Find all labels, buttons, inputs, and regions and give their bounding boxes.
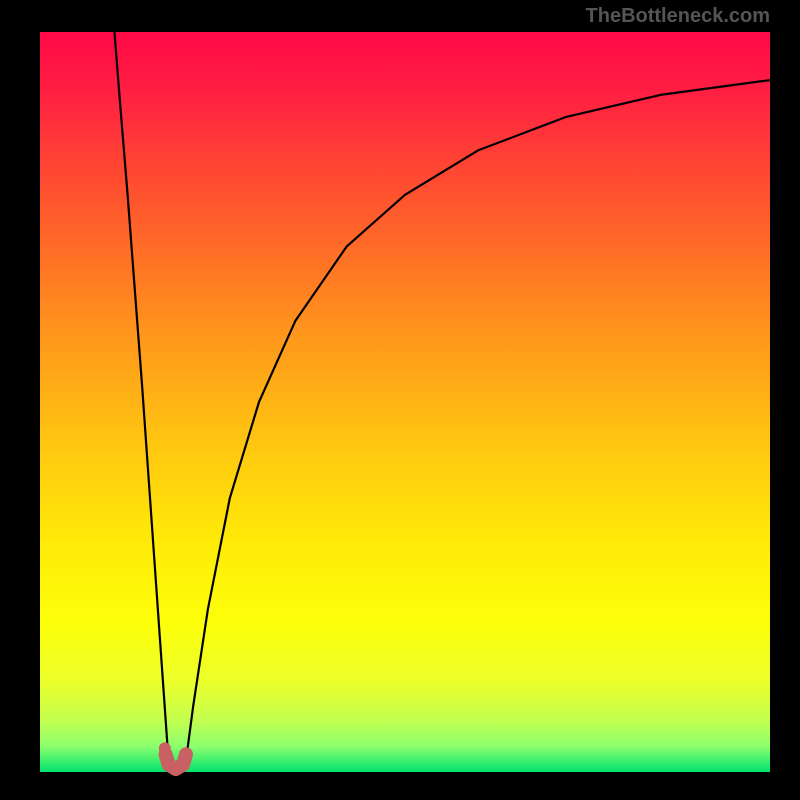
watermark-text: TheBottleneck.com — [586, 5, 770, 27]
valley-highlight-dot — [159, 742, 171, 754]
bottleneck-chart: TheBottleneck.com — [0, 0, 800, 800]
plot-gradient-background — [40, 32, 770, 772]
